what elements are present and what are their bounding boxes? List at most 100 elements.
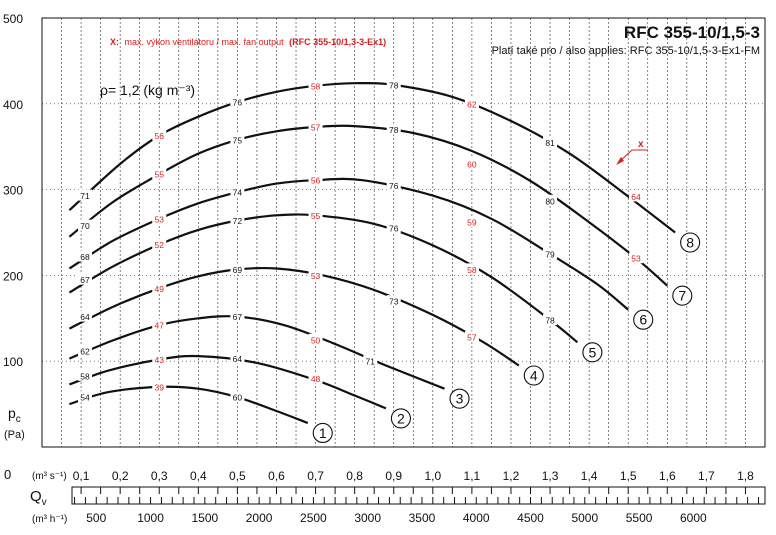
x-tick-label-bottom: 3000 <box>354 511 381 525</box>
point-label-bg <box>629 252 644 264</box>
point-label-bg <box>464 263 479 275</box>
max-output-note: X: max. výkon ventilátoru / max. fan out… <box>110 37 386 47</box>
point-label: 71 <box>366 357 376 367</box>
x-tick-label-top: 0,7 <box>307 469 324 483</box>
point-label: 62 <box>80 346 90 356</box>
x-tick-label-bottom: 5500 <box>626 511 653 525</box>
point-label-bg <box>543 136 558 148</box>
y-axis-label: pc <box>8 405 21 425</box>
point-label: 52 <box>155 240 165 250</box>
point-label: 47 <box>155 321 165 331</box>
point-label: 76 <box>389 224 399 234</box>
point-label: 57 <box>467 333 477 343</box>
point-label: 72 <box>233 216 243 226</box>
x-tick-label-top: 1,6 <box>659 469 676 483</box>
curve-marker-circle <box>523 365 544 386</box>
x-tick-label-bottom: 6000 <box>680 511 707 525</box>
x-tick-label-top: 0,5 <box>229 469 246 483</box>
fan-curve-8 <box>68 81 676 234</box>
fan-curve-4 <box>68 266 520 367</box>
x-axis-label-symbol: Q <box>30 488 42 505</box>
point-label-bg <box>230 391 245 403</box>
chart-title: RFC 355-10/1,5-3 <box>624 23 760 42</box>
point-label-bg <box>386 222 401 234</box>
x-axis-label-subscript: v <box>42 497 47 508</box>
point-label: 58 <box>311 81 321 91</box>
x-tick-label-top: 0,6 <box>268 469 285 483</box>
point-label: 75 <box>233 135 243 145</box>
point-label-bg <box>77 310 92 322</box>
point-label-bg <box>77 391 92 403</box>
point-label-bg <box>230 352 245 364</box>
y-axis-unit: (Pa) <box>4 429 25 441</box>
point-label: 49 <box>155 284 165 294</box>
x-tick-label-top: 0,1 <box>73 469 90 483</box>
point-label-bg <box>464 157 479 169</box>
max-output-marker-arrowhead <box>616 157 624 165</box>
point-label: 48 <box>311 374 321 384</box>
point-label-bg <box>308 79 323 91</box>
x-tick-label-bottom: 4000 <box>463 511 490 525</box>
plot-frame <box>41 17 766 448</box>
x-tick-label-top: 1,5 <box>620 469 637 483</box>
point-label-bg <box>308 174 323 186</box>
curve-marker-label: 5 <box>589 344 597 360</box>
point-label-bg <box>152 238 167 250</box>
point-label-bg <box>543 194 558 206</box>
point-label-bg <box>464 216 479 228</box>
x-tick-label-bottom: 5000 <box>571 511 598 525</box>
y-tick-label: 500 <box>3 12 23 26</box>
point-label: 62 <box>467 99 477 109</box>
point-label: 76 <box>233 98 243 108</box>
point-label: 68 <box>80 252 90 262</box>
point-label: 39 <box>155 382 165 392</box>
y-tick-label: 100 <box>3 355 23 369</box>
point-label-bg <box>152 319 167 331</box>
point-label-bg <box>77 189 92 201</box>
curve-marker-label: 3 <box>456 391 464 407</box>
x-tick-label-top: 0,8 <box>346 469 363 483</box>
curve-marker-circle <box>449 388 470 409</box>
point-label: 67 <box>233 312 243 322</box>
point-label: 53 <box>631 254 641 264</box>
point-label: 53 <box>155 214 165 224</box>
point-label: 80 <box>545 196 555 206</box>
curve-marker-circle <box>312 422 333 444</box>
y-axis-label-subscript: c <box>16 414 21 425</box>
x-axis-label: Qv <box>30 488 47 508</box>
point-label: 78 <box>389 125 399 135</box>
point-label: 59 <box>467 218 477 228</box>
point-label-bg <box>308 269 323 281</box>
max-output-marker: x <box>616 139 648 165</box>
fan-curve-2 <box>69 354 387 410</box>
y-axis-label-symbol: p <box>8 405 16 421</box>
point-label: 79 <box>545 249 555 259</box>
x-tick-label-top: 0,3 <box>151 469 168 483</box>
curve-marker-label: 1 <box>319 425 327 441</box>
point-label-bg <box>77 273 92 285</box>
point-label: 64 <box>233 354 243 364</box>
point-label-bg <box>230 263 245 275</box>
x-tick-label-bottom: 2000 <box>246 511 273 525</box>
point-label-bg <box>386 179 401 191</box>
x-tick-label-bottom: 3500 <box>409 511 436 525</box>
fan-curve-7 <box>68 124 669 287</box>
point-label-bg <box>77 219 92 231</box>
point-label: 67 <box>80 275 90 285</box>
point-label: 60 <box>233 393 243 403</box>
point-label: 76 <box>389 181 399 191</box>
point-label-bg <box>629 190 644 202</box>
point-label-bg <box>152 353 167 365</box>
point-label: 64 <box>80 312 90 322</box>
density-label: ρ= 1,2 (kg m⁻³) <box>100 82 195 98</box>
x-tick-label-top: 1,4 <box>581 469 598 483</box>
x-tick-label-top: 1,0 <box>424 469 441 483</box>
curve-marker-circle <box>672 285 693 306</box>
curve-marker-circle <box>680 232 701 253</box>
point-label: 70 <box>80 221 90 231</box>
point-label: 71 <box>80 191 90 201</box>
point-label-bg <box>77 369 92 381</box>
